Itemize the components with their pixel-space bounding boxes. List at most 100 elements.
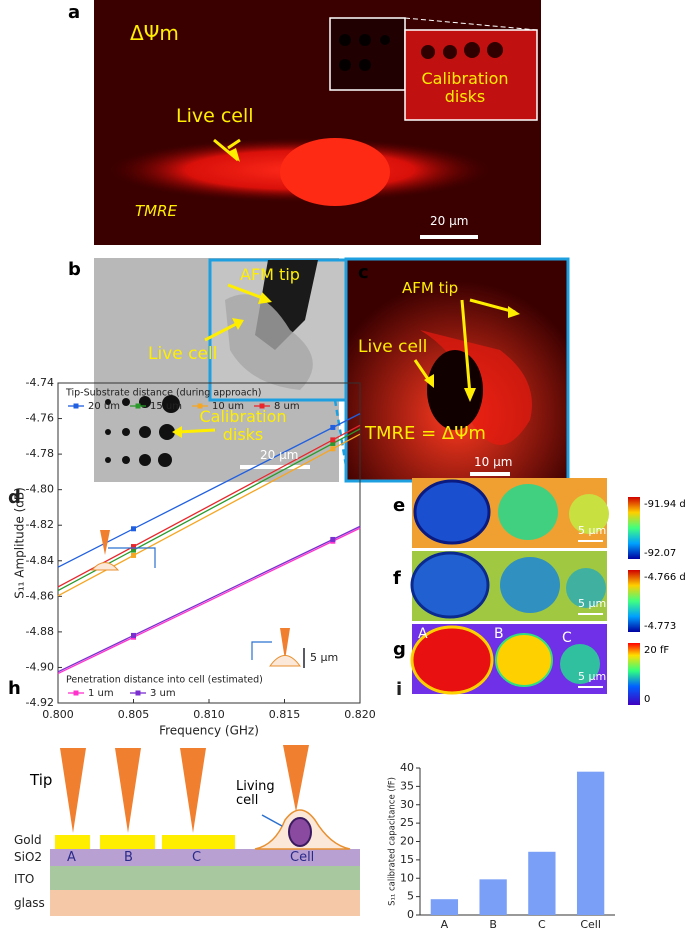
marker bbox=[131, 544, 136, 550]
y-tick-label: -4.90 bbox=[26, 660, 54, 673]
x-tick-label: 0.805 bbox=[118, 708, 150, 721]
panel-g-image bbox=[410, 624, 640, 705]
tip-label: AFM tip bbox=[402, 279, 459, 297]
layer-label: glass bbox=[14, 896, 45, 910]
y-tick-label: 20 bbox=[400, 835, 414, 848]
panel-label: b bbox=[68, 259, 81, 280]
panel-e-image bbox=[412, 478, 640, 559]
x-tick-label: 0.810 bbox=[193, 708, 225, 721]
colorbar-min: -4.773 bbox=[644, 621, 677, 632]
x-axis-label: Frequency (GHz) bbox=[159, 724, 259, 738]
bar bbox=[479, 879, 507, 915]
y-tick-label: 40 bbox=[400, 761, 414, 774]
inset-label: Calibration disks bbox=[421, 69, 509, 106]
cell-icon bbox=[90, 562, 120, 571]
legend-marker bbox=[135, 403, 141, 409]
colorbar-max: -91.94 deg bbox=[644, 499, 685, 510]
scale-label: 5 μm bbox=[578, 670, 607, 683]
y-tick-label: -4.78 bbox=[26, 447, 54, 460]
marker bbox=[330, 424, 336, 430]
y-tick-label: -4.82 bbox=[26, 518, 54, 531]
legend-title: Penetration distance into cell (estimate… bbox=[66, 675, 263, 686]
y-tick-label: 35 bbox=[400, 779, 414, 792]
y-tick-label: -4.74 bbox=[26, 376, 54, 389]
y-tick-label: 0 bbox=[407, 908, 414, 921]
y-tick-label: 10 bbox=[400, 871, 414, 884]
colorbar-min: -92.07 bbox=[644, 548, 677, 559]
legend-marker bbox=[73, 403, 79, 409]
trend-line bbox=[57, 527, 361, 675]
marker bbox=[131, 632, 136, 638]
y-tick-label: -4.86 bbox=[26, 589, 54, 602]
legend-label: 8 um bbox=[274, 401, 300, 412]
panel-label: i bbox=[396, 679, 402, 700]
trend-line bbox=[57, 525, 361, 673]
panel-a-image bbox=[94, 0, 541, 245]
marker bbox=[330, 440, 336, 446]
disk-label: B bbox=[494, 626, 504, 642]
y-tick-label: -4.92 bbox=[26, 696, 54, 709]
marker bbox=[330, 536, 336, 542]
panel-label: d bbox=[8, 487, 21, 508]
trend-line bbox=[57, 424, 361, 588]
panel-h-diagram bbox=[50, 745, 360, 916]
x-tick-label: 0.800 bbox=[42, 708, 74, 721]
dye-label: TMRE bbox=[135, 202, 178, 220]
cell-label: Live cell bbox=[148, 344, 218, 364]
legend-label: 1 um bbox=[88, 688, 114, 699]
disks-label: Calibration disks bbox=[199, 407, 287, 444]
legend-label: 10 um bbox=[212, 401, 244, 412]
tip-label: AFM tip bbox=[240, 265, 300, 284]
panel-label: h bbox=[8, 678, 21, 699]
site-label: A bbox=[67, 850, 76, 865]
scale-label: 5 μm bbox=[578, 524, 607, 537]
x-tick-label: B bbox=[489, 918, 497, 931]
bar bbox=[528, 851, 556, 915]
legend-marker bbox=[73, 690, 79, 696]
bar bbox=[430, 899, 459, 915]
legend-marker bbox=[259, 403, 265, 409]
y-tick-label: -4.76 bbox=[26, 412, 54, 425]
x-tick-label: C bbox=[538, 918, 546, 931]
panel-c-image bbox=[344, 257, 570, 483]
depth-label: 5 μm bbox=[310, 651, 338, 664]
site-label: C bbox=[192, 850, 202, 865]
legend-label: 15 um bbox=[150, 401, 182, 412]
marker bbox=[330, 446, 336, 452]
y-tick-label: 25 bbox=[400, 816, 414, 829]
panel-b-image bbox=[94, 258, 352, 482]
legend-marker bbox=[135, 690, 141, 696]
cell-icon bbox=[269, 655, 301, 667]
x-tick-label: A bbox=[441, 918, 449, 931]
panel-label: a bbox=[68, 2, 81, 23]
site-label: B bbox=[124, 850, 133, 865]
scale-label: 20 μm bbox=[430, 214, 469, 228]
marker bbox=[131, 526, 136, 532]
y-tick-label: -4.84 bbox=[26, 554, 54, 567]
tip-label: Tip bbox=[30, 771, 53, 789]
panel-label: f bbox=[393, 568, 401, 589]
site-label: Cell bbox=[290, 850, 315, 865]
tip-icon bbox=[280, 628, 290, 660]
x-tick-label: 0.820 bbox=[344, 708, 376, 721]
disk-label: A bbox=[418, 626, 428, 642]
arrow bbox=[251, 641, 272, 660]
colorbar-max: 20 fF bbox=[644, 645, 670, 656]
panel-label: g bbox=[393, 639, 406, 660]
bar bbox=[576, 771, 605, 915]
legend-title: Tip-Substrate distance (during approach) bbox=[65, 388, 262, 399]
x-tick-label: Cell bbox=[580, 918, 601, 931]
cell-label: Live cell bbox=[176, 105, 254, 127]
panel-label: e bbox=[393, 495, 406, 516]
y-axis-label: S₁₁ calibrated capacitance (fF) bbox=[388, 777, 398, 906]
scale-label: 20 μm bbox=[260, 448, 299, 462]
arrow bbox=[108, 547, 156, 568]
layer-label: SiO2 bbox=[14, 850, 43, 864]
cell-label: Living cell bbox=[236, 779, 275, 809]
panel-label: c bbox=[358, 262, 369, 283]
y-tick-label: -4.88 bbox=[26, 625, 54, 638]
dye-label: TMRE = ΔΨm bbox=[365, 423, 486, 444]
y-tick-label: 30 bbox=[400, 798, 414, 811]
